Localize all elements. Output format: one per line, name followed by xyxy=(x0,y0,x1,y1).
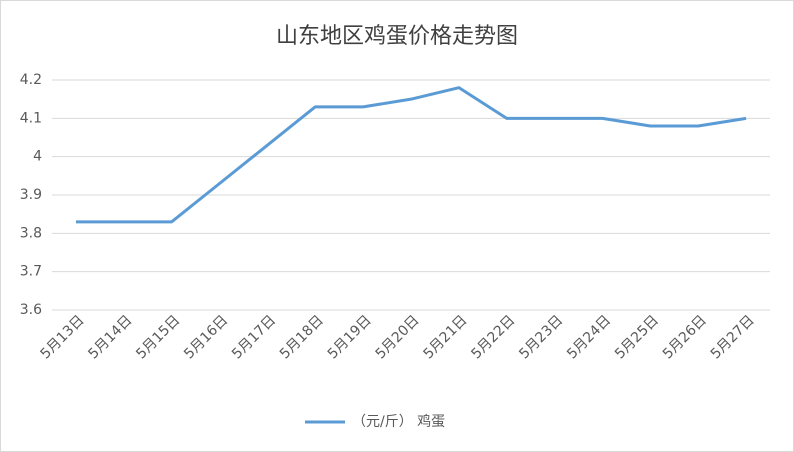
y-tick-label: 4 xyxy=(33,149,42,165)
data-line xyxy=(75,86,747,224)
chart-title: 山东地区鸡蛋价格走势图 xyxy=(276,24,518,49)
y-tick-label: 3.9 xyxy=(20,187,42,203)
y-tick-label: 3.6 xyxy=(20,302,42,318)
y-tick-label: 4.1 xyxy=(20,110,42,126)
y-tick-label: 3.7 xyxy=(20,264,42,280)
legend-label: （元/斤） 鸡蛋 xyxy=(352,413,445,430)
y-tick-label: 4.2 xyxy=(20,72,42,88)
y-tick-label: 3.8 xyxy=(20,225,42,241)
